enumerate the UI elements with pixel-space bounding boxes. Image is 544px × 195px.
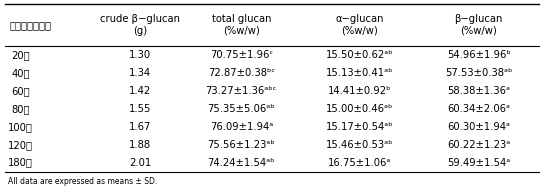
Text: 1.34: 1.34	[129, 68, 151, 78]
Text: 1.67: 1.67	[129, 122, 151, 132]
Text: 60.34±2.06ᵃ: 60.34±2.06ᵃ	[447, 104, 510, 114]
Text: 14.41±0.92ᵇ: 14.41±0.92ᵇ	[328, 86, 392, 96]
Text: 180분: 180분	[8, 158, 33, 168]
Text: 1.30: 1.30	[129, 50, 151, 60]
Text: 70.75±1.96ᶜ: 70.75±1.96ᶜ	[210, 50, 273, 60]
Text: 80분: 80분	[11, 104, 29, 114]
Text: 20분: 20분	[11, 50, 30, 60]
Text: 60.22±1.23ᵃ: 60.22±1.23ᵃ	[447, 140, 510, 150]
Text: 73.27±1.36ᵃᵇᶜ: 73.27±1.36ᵃᵇᶜ	[206, 86, 277, 96]
Text: 75.35±5.06ᵃᵇ: 75.35±5.06ᵃᵇ	[207, 104, 275, 114]
Text: β−glucan
(%w/w): β−glucan (%w/w)	[454, 14, 503, 36]
Text: 58.38±1.36ᵃ: 58.38±1.36ᵃ	[447, 86, 510, 96]
Text: 100분: 100분	[8, 122, 33, 132]
Text: 초음파처리시간: 초음파처리시간	[10, 20, 52, 30]
Text: 16.75±1.06ᵃ: 16.75±1.06ᵃ	[328, 158, 392, 168]
Text: 120분: 120분	[8, 140, 33, 150]
Text: 57.53±0.38ᵃᵇ: 57.53±0.38ᵃᵇ	[445, 68, 512, 78]
Text: 1.88: 1.88	[129, 140, 151, 150]
Text: total glucan
(%w/w): total glucan (%w/w)	[212, 14, 271, 36]
Text: α−glucan
(%w/w): α−glucan (%w/w)	[336, 14, 384, 36]
Text: 15.00±0.46ᵃᵇ: 15.00±0.46ᵃᵇ	[326, 104, 394, 114]
Text: 76.09±1.94ᵃ: 76.09±1.94ᵃ	[210, 122, 273, 132]
Text: 15.17±0.54ᵃᵇ: 15.17±0.54ᵃᵇ	[326, 122, 394, 132]
Text: 60.30±1.94ᵃ: 60.30±1.94ᵃ	[447, 122, 510, 132]
Text: 15.50±0.62ᵃᵇ: 15.50±0.62ᵃᵇ	[326, 50, 394, 60]
Text: 75.56±1.23ᵃᵇ: 75.56±1.23ᵃᵇ	[207, 140, 275, 150]
Text: 15.13±0.41ᵃᵇ: 15.13±0.41ᵃᵇ	[326, 68, 394, 78]
Text: 72.87±0.38ᵇᶜ: 72.87±0.38ᵇᶜ	[208, 68, 275, 78]
Text: 74.24±1.54ᵃᵇ: 74.24±1.54ᵃᵇ	[208, 158, 275, 168]
Text: 40분: 40분	[11, 68, 29, 78]
Text: 54.96±1.96ᵇ: 54.96±1.96ᵇ	[447, 50, 510, 60]
Text: 1.42: 1.42	[129, 86, 151, 96]
Text: 60분: 60분	[11, 86, 30, 96]
Text: 2.01: 2.01	[129, 158, 151, 168]
Text: 1.55: 1.55	[129, 104, 151, 114]
Text: 15.46±0.53ᵃᵇ: 15.46±0.53ᵃᵇ	[326, 140, 394, 150]
Text: 59.49±1.54ᵃ: 59.49±1.54ᵃ	[447, 158, 510, 168]
Text: crude β−glucan
(g): crude β−glucan (g)	[100, 14, 180, 36]
Text: All data are expressed as means ± SD.: All data are expressed as means ± SD.	[8, 177, 157, 186]
